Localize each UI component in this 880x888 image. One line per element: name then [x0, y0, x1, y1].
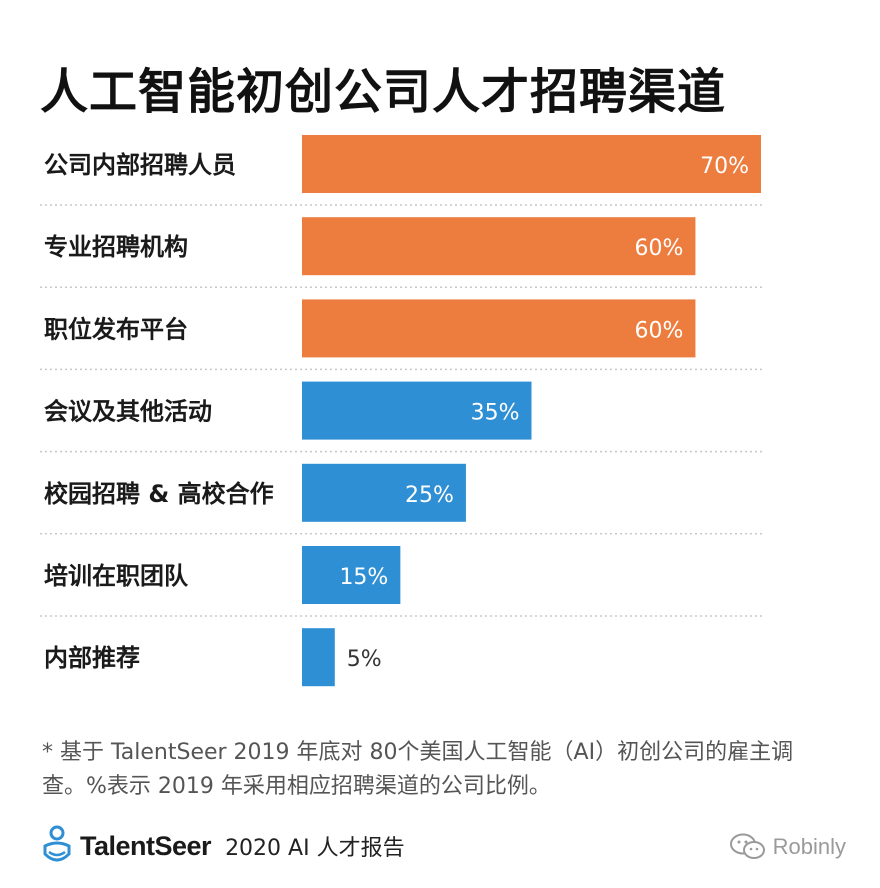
value-label: 5% — [347, 647, 382, 672]
bar — [302, 299, 696, 358]
category-label: 专业招聘机构 — [44, 233, 188, 261]
wechat-icon — [729, 833, 765, 859]
value-label: 60% — [635, 318, 684, 343]
value-label: 70% — [700, 154, 749, 179]
category-label: 校园招聘 & 高校合作 — [44, 480, 274, 508]
bar — [302, 546, 401, 604]
value-label: 15% — [339, 565, 388, 590]
category-label: 会议及其他活动 — [44, 398, 212, 426]
category-label: 职位发布平台 — [44, 315, 188, 343]
bar-chart: 公司内部招聘人员 70% 专业招聘机构 60% 职位发布平台 60% 会议及其他活动 35% 校… — [40, 135, 762, 687]
brand: TalentSeer 2020 AI 人才报告 — [40, 824, 405, 868]
bar — [302, 217, 696, 276]
chart-title: 人工智能初创公司人才招聘渠道 — [40, 64, 727, 120]
value-label: 25% — [405, 483, 454, 508]
footer: TalentSeer 2020 AI 人才报告 Robinly — [40, 824, 860, 874]
bar — [302, 381, 532, 440]
category-label: 公司内部招聘人员 — [44, 151, 236, 179]
report-name: 2020 AI 人才报告 — [225, 836, 405, 861]
brand-name: TalentSeer — [80, 830, 212, 861]
value-label: 60% — [635, 236, 684, 261]
watermark-text: Robinly — [772, 834, 846, 859]
category-label: 培训在职团队 — [44, 562, 189, 590]
bar — [302, 135, 761, 193]
footnote: * 基于 TalentSeer 2019 年底对 80个美国人工智能（AI）初创… — [42, 740, 794, 799]
watermark: Robinly — [729, 832, 846, 862]
bar — [302, 628, 335, 687]
value-label: 35% — [471, 401, 520, 426]
category-label: 内部推荐 — [44, 644, 140, 672]
talentseer-logo-icon — [43, 825, 71, 862]
bar — [302, 463, 466, 522]
